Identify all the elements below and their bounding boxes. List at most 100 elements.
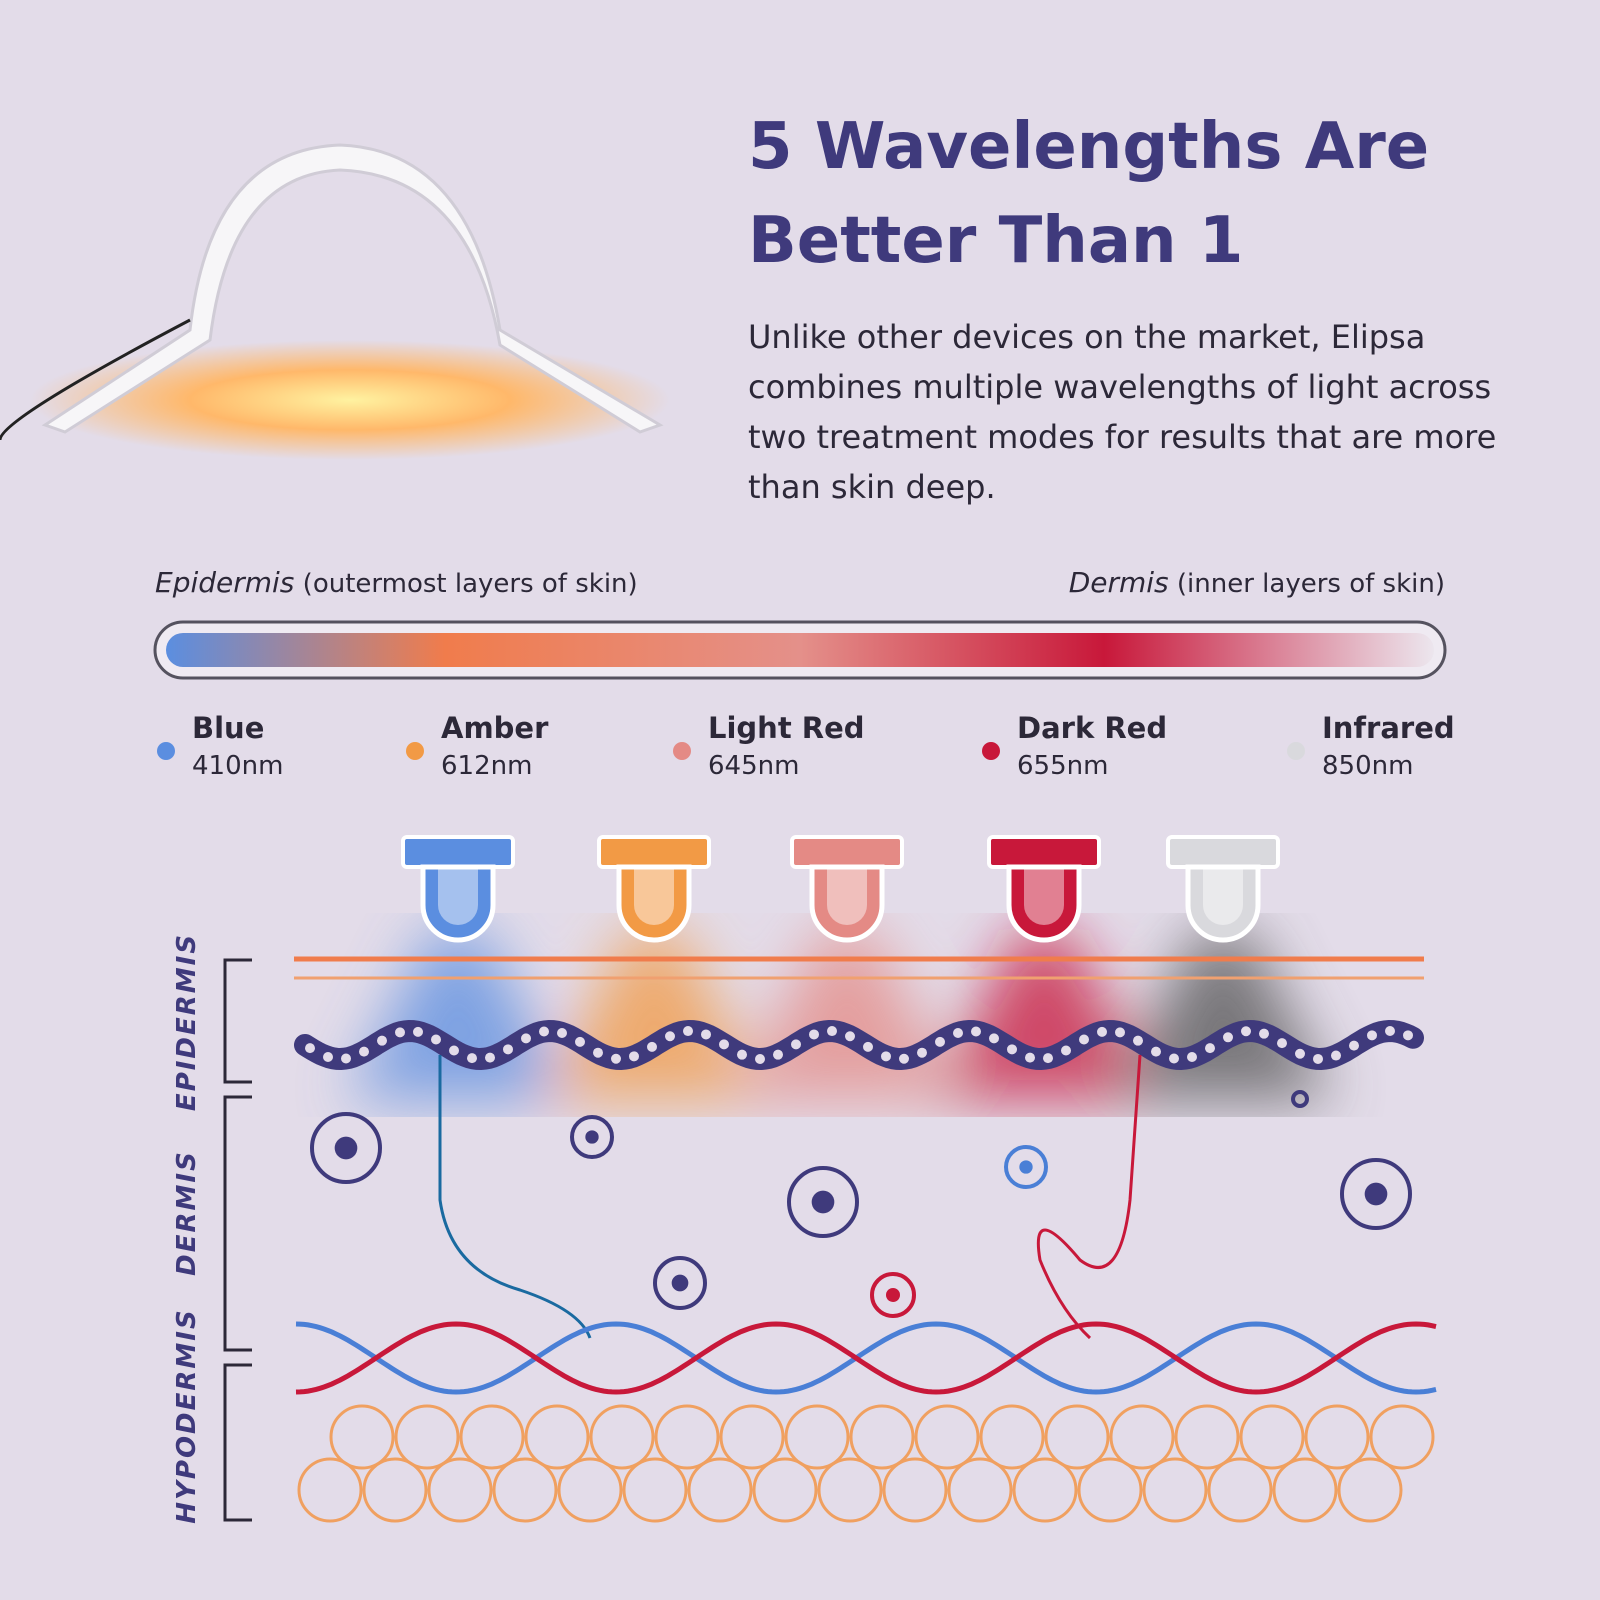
cell <box>1079 1034 1089 1045</box>
beam <box>544 930 764 1100</box>
fat-cell <box>1304 1404 1370 1470</box>
fat-cell <box>557 1457 623 1523</box>
fat-cell <box>719 1404 785 1470</box>
fat-cell <box>687 1457 753 1523</box>
cell <box>485 1052 495 1063</box>
bar-gradient <box>166 633 1434 667</box>
cell <box>791 1039 801 1050</box>
body-text: Unlike other devices on the market, Elip… <box>748 318 1497 506</box>
wavelength-name: Blue <box>192 711 265 745</box>
fat-cell <box>459 1404 525 1470</box>
cell <box>449 1045 459 1056</box>
led-bulb <box>809 864 885 943</box>
fat-cell <box>784 1404 850 1470</box>
vessel <box>1036 1054 1142 1340</box>
cell <box>1367 1030 1377 1041</box>
cells <box>305 1026 1413 1064</box>
cell <box>1331 1050 1341 1061</box>
lamp-device <box>0 143 670 460</box>
cell <box>1133 1035 1143 1046</box>
cell <box>683 1026 693 1037</box>
led-cap <box>987 835 1101 869</box>
fat-cell <box>1174 1404 1240 1470</box>
skin <box>223 956 1437 1523</box>
layer-label: DERMIS <box>172 1150 202 1276</box>
legend-dot <box>982 742 1000 760</box>
cell <box>341 1053 351 1064</box>
cell <box>773 1049 783 1060</box>
cell-ring <box>1291 1090 1309 1108</box>
fat-cell <box>752 1457 818 1523</box>
fat-cell <box>1109 1404 1175 1470</box>
cell <box>665 1031 675 1042</box>
fat-cell <box>427 1457 493 1523</box>
led-cap <box>597 835 711 869</box>
cell <box>467 1053 477 1064</box>
cell-nucleus <box>585 1130 599 1144</box>
led-bulb <box>1006 864 1082 943</box>
cell <box>845 1031 855 1042</box>
fat-cell <box>882 1457 948 1523</box>
cell <box>863 1041 873 1052</box>
cell <box>431 1034 441 1045</box>
bracket <box>223 1095 252 1352</box>
cell-ring <box>1340 1158 1412 1230</box>
cell <box>611 1053 621 1064</box>
fat-cell <box>492 1457 558 1523</box>
legend-dot <box>406 742 424 760</box>
bracket <box>223 1363 252 1522</box>
cell <box>1097 1026 1107 1037</box>
cell <box>953 1027 963 1038</box>
title: 5 Wavelengths Are Better Than 1 <box>748 110 1430 278</box>
cell <box>1385 1026 1395 1036</box>
cell <box>539 1026 549 1037</box>
cell <box>1349 1040 1359 1051</box>
fat-cell <box>362 1457 428 1523</box>
cell <box>305 1043 315 1054</box>
cell-ring <box>310 1112 382 1184</box>
led-bulb <box>1185 864 1261 943</box>
cell <box>521 1033 531 1044</box>
cell <box>809 1029 819 1040</box>
led-shine <box>1024 867 1064 925</box>
fat-cell <box>1337 1457 1403 1523</box>
fat-cell <box>1239 1404 1305 1470</box>
layer-label: EPIDERMIS <box>172 932 202 1112</box>
led-bulb <box>420 864 496 943</box>
lamp-cable <box>0 318 191 441</box>
wavelength-nm: 410nm <box>192 751 284 781</box>
cell <box>1241 1026 1251 1037</box>
fat-cell <box>1142 1457 1208 1523</box>
led-shine <box>438 867 478 925</box>
fat-cell <box>654 1404 720 1470</box>
beam <box>737 930 957 1100</box>
fat-cell <box>1272 1457 1338 1523</box>
beam <box>934 930 1154 1100</box>
cell <box>899 1053 909 1064</box>
cell <box>881 1051 891 1062</box>
fat-cell <box>849 1404 915 1470</box>
fat-cell <box>817 1457 883 1523</box>
wavelength-name: Infrared <box>1322 711 1455 745</box>
fat-cell <box>622 1457 688 1523</box>
cell <box>719 1039 729 1050</box>
scale-term: Dermis <box>1068 566 1169 599</box>
cell <box>395 1027 405 1038</box>
cell <box>1295 1048 1305 1059</box>
red-wave <box>295 1321 1437 1395</box>
led-shine <box>1203 867 1243 925</box>
lamp-glow <box>30 340 670 460</box>
wavelength-name: Light Red <box>708 711 865 745</box>
cell <box>1169 1053 1179 1064</box>
fat-cell <box>297 1457 363 1523</box>
cell-ring <box>570 1115 614 1159</box>
cell <box>1115 1027 1125 1038</box>
fat-cell <box>947 1457 1013 1523</box>
cell <box>1187 1052 1197 1063</box>
cell <box>1007 1044 1017 1055</box>
cell-nucleus <box>671 1274 689 1292</box>
cell <box>377 1035 387 1046</box>
led-cap <box>1166 835 1280 869</box>
cell-nucleus <box>334 1136 358 1160</box>
cell <box>1151 1046 1161 1057</box>
